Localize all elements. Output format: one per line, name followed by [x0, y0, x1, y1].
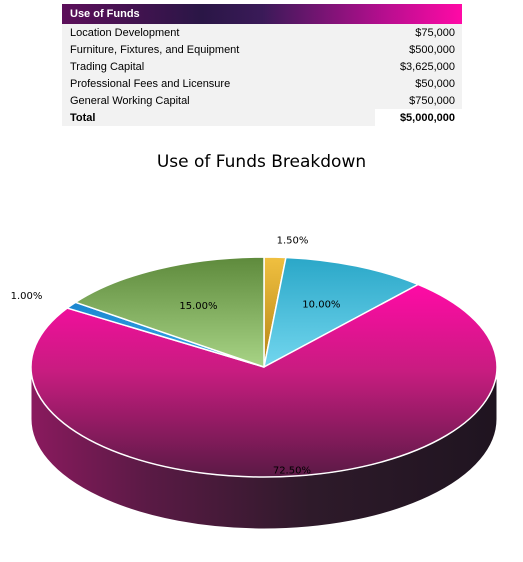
total-row: Total $5,000,000	[62, 109, 462, 126]
row-value: $3,625,000	[375, 58, 462, 75]
total-value: $5,000,000	[375, 109, 462, 126]
pie-data-label: 1.50%	[277, 236, 309, 247]
pie-data-label: 72.50%	[273, 466, 311, 477]
pie-slice-general-working-capital	[74, 256, 265, 368]
row-label: Furniture, Fixtures, and Equipment	[62, 41, 375, 58]
pie-slices	[30, 256, 498, 478]
row-value: $75,000	[375, 24, 462, 41]
table-row: Professional Fees and Licensure $50,000	[62, 75, 462, 92]
row-label: Professional Fees and Licensure	[62, 75, 375, 92]
pie-data-label: 1.00%	[11, 291, 43, 302]
row-label: Location Development	[62, 24, 375, 41]
table-row: Location Development $75,000	[62, 24, 462, 41]
row-label: General Working Capital	[62, 92, 375, 109]
table-row: Furniture, Fixtures, and Equipment $500,…	[62, 41, 462, 58]
pie-data-label: 15.00%	[179, 301, 217, 312]
table-row: Trading Capital $3,625,000	[62, 58, 462, 75]
row-value: $500,000	[375, 41, 462, 58]
table-row: General Working Capital $750,000	[62, 92, 462, 109]
chart-title: Use of Funds Breakdown	[156, 152, 367, 172]
table-header-row: Use of Funds	[62, 4, 462, 24]
row-value: $50,000	[375, 75, 462, 92]
row-label: Trading Capital	[62, 58, 375, 75]
pie-data-labels: 1.50% 10.00% 72.50% 1.00% 15.00%	[11, 236, 341, 477]
pie-slice-furniture-fixtures-and-equipment	[263, 256, 419, 368]
table-header: Use of Funds	[62, 4, 462, 24]
pie-data-label: 10.00%	[302, 299, 340, 310]
use-of-funds-table: Use of Funds Location Development $75,00…	[62, 4, 462, 126]
row-value: $750,000	[375, 92, 462, 109]
total-label: Total	[62, 109, 375, 126]
